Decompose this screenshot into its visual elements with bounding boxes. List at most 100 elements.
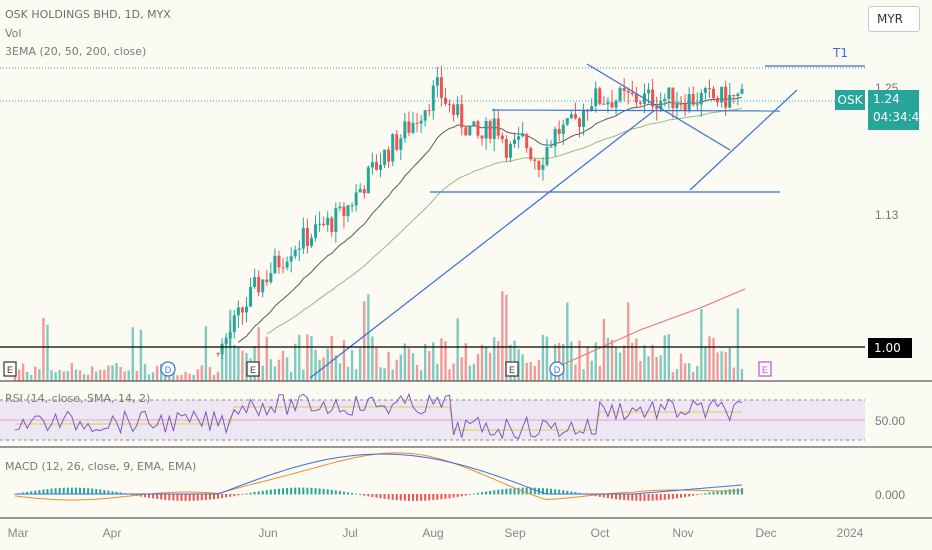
macd-histogram-bar xyxy=(282,488,285,495)
macd-histogram-bar xyxy=(253,492,256,495)
volume-bar xyxy=(590,360,593,381)
candle-body xyxy=(273,255,277,274)
volume-bar xyxy=(34,366,37,381)
volume-bar xyxy=(269,359,273,381)
macd-histogram-bar xyxy=(493,490,496,495)
candle-body xyxy=(691,94,695,105)
macd-histogram-bar xyxy=(326,489,329,495)
macd-histogram-bar xyxy=(513,488,516,495)
macd-histogram-bar xyxy=(550,488,553,495)
volume-bar xyxy=(448,369,451,381)
volume-bar xyxy=(683,363,687,381)
volume-bar xyxy=(440,338,443,381)
volume-bar xyxy=(241,350,244,381)
volume-bar xyxy=(115,363,118,381)
macd-histogram-bar xyxy=(667,494,670,500)
macd-histogram-bar xyxy=(440,494,443,500)
volume-bar xyxy=(663,335,666,381)
ema-200-line xyxy=(554,288,746,369)
macd-histogram-bar xyxy=(497,489,500,495)
candle-body xyxy=(683,103,687,111)
candle-body xyxy=(618,87,622,101)
candle-body xyxy=(573,114,577,119)
volume-bar xyxy=(184,371,187,381)
macd-histogram-bar xyxy=(602,494,605,498)
volume-bar xyxy=(464,343,467,381)
volume-bar xyxy=(456,318,459,381)
volume-bar xyxy=(428,351,431,381)
volume-bar xyxy=(720,351,723,381)
candle-body xyxy=(301,227,305,249)
volume-bar xyxy=(82,374,86,381)
macd-histogram-bar xyxy=(375,494,378,498)
currency-selector[interactable]: MYR xyxy=(868,6,920,32)
macd-histogram-bar xyxy=(184,494,187,501)
event-marker-label: E xyxy=(509,365,515,375)
candle-body xyxy=(541,164,545,170)
candle-body xyxy=(322,223,326,226)
volume-bar xyxy=(103,369,106,381)
candle-body xyxy=(740,88,744,94)
macd-histogram-bar xyxy=(615,494,618,500)
macd-histogram-bar xyxy=(83,487,86,495)
ema-indicator-label[interactable]: 3EMA (20, 50, 200, close) xyxy=(5,45,147,58)
volume-bar xyxy=(594,342,597,381)
macd-histogram-bar xyxy=(180,494,183,501)
volume-bar xyxy=(111,365,114,381)
volume-bar xyxy=(606,338,610,381)
volume-bar xyxy=(204,326,208,381)
macd-histogram-bar xyxy=(249,492,252,495)
volume-bar xyxy=(363,301,366,381)
macd-histogram-bar xyxy=(411,494,414,501)
volume-bar xyxy=(704,346,707,381)
volume-bar xyxy=(298,335,301,381)
volume-bar xyxy=(196,369,199,381)
candle-body xyxy=(419,120,423,124)
macd-histogram-bar xyxy=(334,490,337,495)
macd-histogram-bar xyxy=(416,494,419,501)
volume-bar xyxy=(574,364,577,381)
macd-indicator-label[interactable]: MACD (12, 26, close, 9, EMA, EMA) xyxy=(5,460,197,473)
candle-body xyxy=(285,261,289,268)
macd-histogram-bar xyxy=(631,494,634,501)
ema-50-line xyxy=(266,107,742,335)
macd-tick-label: 0.000 xyxy=(875,488,905,502)
volume-bar xyxy=(289,371,293,381)
volume-bar xyxy=(119,367,122,381)
macd-histogram-bar xyxy=(432,494,435,501)
macd-histogram-bar xyxy=(448,494,451,499)
macd-histogram-bar xyxy=(322,488,325,495)
candle-body xyxy=(334,208,338,232)
volume-bar xyxy=(139,329,143,381)
macd-histogram-bar xyxy=(716,491,719,495)
macd-histogram-bar xyxy=(168,494,171,501)
macd-histogram-bar xyxy=(54,488,57,495)
candle-body xyxy=(602,103,606,105)
volume-bar xyxy=(444,341,447,381)
event-marker-e: E xyxy=(246,361,260,377)
volume-indicator-label[interactable]: Vol xyxy=(5,27,22,40)
volume-bar xyxy=(168,375,171,381)
rsi-indicator-label[interactable]: RSI (14, close, SMA, 14, 2) xyxy=(5,392,151,405)
volume-bar xyxy=(371,336,374,381)
candle-body xyxy=(439,77,443,98)
macd-histogram-bar xyxy=(436,494,439,500)
volume-bar xyxy=(21,363,25,381)
macd-histogram-bar xyxy=(152,494,155,499)
candle-body xyxy=(671,87,675,109)
candle-body xyxy=(362,189,366,194)
uptrend-line xyxy=(309,109,656,379)
volume-bar xyxy=(302,369,305,381)
volume-bar xyxy=(285,357,289,381)
volume-bar xyxy=(415,364,419,381)
volume-bar xyxy=(176,375,179,381)
x-tick-label: Jul xyxy=(342,526,357,540)
macd-histogram-bar xyxy=(160,494,163,500)
macd-histogram-bar xyxy=(245,493,248,495)
volume-bar xyxy=(277,359,281,381)
candle-body xyxy=(707,88,711,90)
volume-bar xyxy=(537,359,541,381)
earnings-marker-icon xyxy=(3,361,17,377)
volume-bar xyxy=(334,355,338,381)
